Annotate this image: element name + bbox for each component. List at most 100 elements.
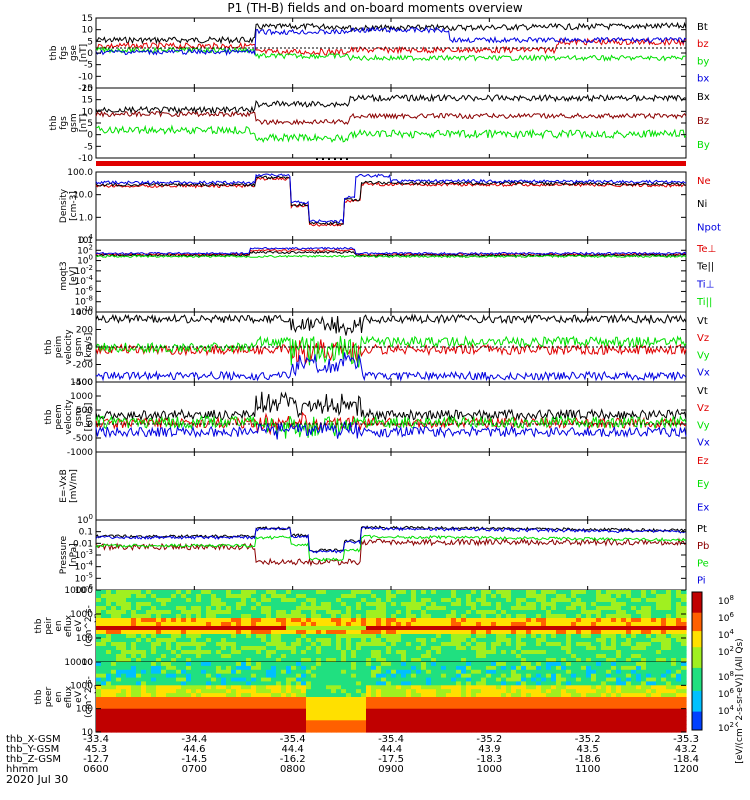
spectrogram-cell [146,606,152,611]
spectrogram-cell [641,618,647,623]
spectrogram-cell [621,590,627,595]
spectrogram-cell [166,610,172,615]
spectrogram-cell [606,712,612,718]
spectrogram-cell [586,646,592,651]
spectrogram-cell [416,646,422,651]
spectrogram-cell [601,673,607,679]
spectrogram-cell [196,650,202,655]
ytick-label-pressure: 0.1 [79,528,93,538]
spectrogram-cell [351,677,357,683]
ytick-label-temp: 100 [77,254,93,267]
spectrogram-cell [556,728,562,733]
spectrogram-cell [526,673,532,679]
spectrogram-cell [666,716,672,721]
spectrogram-cell [506,708,512,714]
spectrogram-cell [216,720,222,725]
legend-Vy: Vy [697,350,710,361]
spectrogram-cell [231,716,237,721]
spectrogram-cell [241,642,247,647]
spectrogram-cell [426,626,432,631]
spectrogram-cell [251,626,257,631]
spectrogram-cell [111,630,117,635]
spectrogram-cell [311,638,317,643]
spectrogram-cell [641,610,647,615]
spectrogram-cell [256,669,262,675]
spectrogram-cell [426,622,432,627]
spectrogram-cell [156,669,162,675]
spectrogram-cell [506,658,512,663]
spectrogram-cell [176,658,182,663]
spectrogram-cell [501,720,507,725]
spectrogram-cell [206,650,212,655]
spectrogram-cell [166,665,172,671]
spectrogram-cell [481,654,487,659]
spectrogram-cell [236,708,242,714]
spectrogram-cell [116,712,122,718]
spectrogram-cell [661,716,667,721]
spectrogram-cell [381,626,387,631]
spectrogram-cell [596,681,602,686]
ylabel-line: [km/s] [84,333,94,362]
spectrogram-cell [201,708,207,714]
spectrogram-cell [481,704,487,710]
spectrogram-cell [361,697,367,702]
spectrogram-cell [346,712,352,718]
date-label: 2020 Jul 30 [6,773,69,786]
legend-Vx: Vx [697,367,710,378]
spectrogram-cell [456,650,462,655]
spectrogram-cell [251,642,257,647]
spectrogram-cell [681,610,687,615]
spectrogram-cell [146,673,152,679]
spectrogram-cell [456,602,462,607]
spectrogram-cell [211,665,217,671]
spectrogram-cell [536,630,542,635]
spectrogram-cell [371,630,377,635]
spectrogram-cell [326,654,332,659]
spectrogram-cell [281,654,287,659]
spectrogram-cell [251,590,257,595]
spectrogram-cell [411,630,417,635]
spectrogram-cell [101,665,107,671]
spectrogram-cell [426,669,432,675]
spectrogram-cell [191,630,197,635]
legend-Ey: Ey [697,479,709,490]
spectrogram-cell [536,590,542,595]
spectrogram-cell [461,642,467,647]
spectrogram-cell [341,673,347,679]
spectrogram-cell [556,697,562,702]
spectrogram-cell [426,662,432,667]
colorbar-cell [692,700,702,703]
spectrogram-cell [556,622,562,627]
spectrogram-cell [281,720,287,725]
series-line-Vy [95,335,687,368]
spectrogram-cell [641,689,647,694]
spectrogram-cell [346,662,352,667]
spectrogram-cell [336,669,342,675]
spectrogram-cell [601,638,607,643]
spectrogram-cell [531,590,537,595]
spectrogram-cell [651,634,657,639]
ylabel-line: gse [69,45,79,61]
spectrogram-cell [321,689,327,694]
spectrogram-cell [446,634,452,639]
spectrogram-cell [336,614,342,619]
spectrogram-cell [496,689,502,694]
spectrogram-cell [346,665,352,671]
spectrogram-cell [276,697,282,702]
spectrogram-cell [176,728,182,733]
spectrogram-cell [586,630,592,635]
spectrogram-cell [566,716,572,721]
spectrogram-cell [151,669,157,675]
spectrogram-cell [276,598,282,603]
spectrogram-cell [501,712,507,718]
spectrogram-cell [231,634,237,639]
spectrogram-cell [356,598,362,603]
spectrogram-cell [666,634,672,639]
spectrogram-cell [161,716,167,721]
ylabel-line: peir [44,617,54,635]
spectrogram-cell [181,618,187,623]
spectrogram-cell [151,622,157,627]
spectrogram-cell [136,602,142,607]
spectrogram-cell [576,646,582,651]
spectrogram-cell [336,610,342,615]
